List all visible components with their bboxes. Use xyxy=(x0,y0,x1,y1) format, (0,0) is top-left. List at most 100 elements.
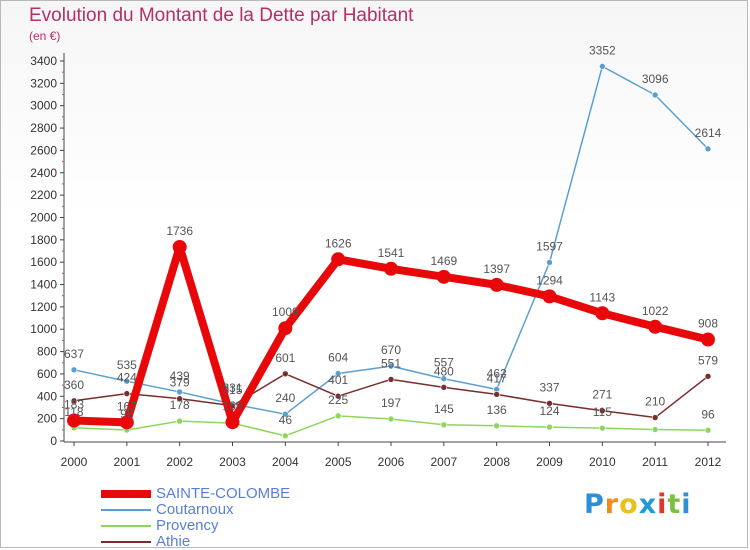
x-tick-label-2009: 2009 xyxy=(536,455,563,469)
y-tick-label-400: 400 xyxy=(37,389,57,403)
x-tick-label-2006: 2006 xyxy=(378,455,405,469)
data-label-athie-2002: 379 xyxy=(170,376,190,390)
data-label-sainte-colombe-2011: 1022 xyxy=(642,304,669,318)
data-label-athie-2012: 579 xyxy=(698,353,718,367)
series-point-coutarnoux-2001 xyxy=(123,377,131,385)
data-label-athie-2005: 401 xyxy=(328,373,348,387)
legend-swatch-sainte-colombe xyxy=(101,490,151,498)
series-point-sainte-colombe-2012 xyxy=(701,332,715,347)
series-point-sainte-colombe-2000 xyxy=(67,413,81,428)
data-label-sainte-colombe-2010: 1143 xyxy=(589,290,615,304)
series-point-coutarnoux-2007 xyxy=(440,375,448,383)
series-point-coutarnoux-2012 xyxy=(704,145,712,153)
series-point-athie-2005 xyxy=(334,392,342,400)
y-tick-label-200: 200 xyxy=(37,412,57,426)
series-point-sainte-colombe-2010 xyxy=(595,306,610,321)
y-tick-label-1200: 1200 xyxy=(30,300,57,314)
x-tick-label-2004: 2004 xyxy=(272,455,299,469)
legend-label-coutarnoux: Coutarnoux xyxy=(156,501,234,518)
series-point-provency-2002 xyxy=(176,417,183,425)
y-tick-label-0: 0 xyxy=(50,434,57,448)
series-point-athie-2002 xyxy=(176,395,183,402)
x-tick-label-2001: 2001 xyxy=(113,455,140,469)
data-label-provency-2007: 145 xyxy=(434,402,454,416)
series-point-sainte-colombe-2011 xyxy=(648,319,663,334)
data-label-provency-2009: 124 xyxy=(539,404,559,418)
series-point-sainte-colombe-2007 xyxy=(436,269,451,284)
data-label-provency-2001: 98 xyxy=(120,407,134,421)
legend-swatch-provency xyxy=(101,525,151,527)
series-point-coutarnoux-2009 xyxy=(546,259,553,266)
data-label-sainte-colombe-2012: 908 xyxy=(698,317,718,331)
data-label-coutarnoux-2012: 2614 xyxy=(695,126,722,140)
y-tick-label-600: 600 xyxy=(37,367,57,381)
data-label-coutarnoux-2003: 331 xyxy=(222,381,242,395)
series-point-provency-2009 xyxy=(546,423,553,431)
series-point-coutarnoux-2000 xyxy=(70,366,78,374)
data-label-provency-2002: 178 xyxy=(170,398,190,412)
series-point-provency-2011 xyxy=(651,426,659,433)
x-tick-label-2003: 2003 xyxy=(219,455,246,469)
legend-label-athie: Athie xyxy=(156,533,191,550)
legend-item-provency: Provency xyxy=(101,517,361,534)
x-tick-label-2012: 2012 xyxy=(695,455,722,469)
data-label-provency-2005: 225 xyxy=(328,393,348,407)
logo-letter: i xyxy=(657,489,668,520)
data-label-sainte-colombe-2007: 1469 xyxy=(430,254,457,268)
x-tick-label-2007: 2007 xyxy=(430,455,457,469)
legend-item-athie: Athie xyxy=(101,533,361,550)
data-label-coutarnoux-2002: 439 xyxy=(170,369,190,383)
data-label-sainte-colombe-2008: 1397 xyxy=(483,262,510,276)
series-point-athie-2010 xyxy=(599,407,606,415)
data-label-coutarnoux-2006: 670 xyxy=(381,343,401,357)
series-point-sainte-colombe-2006 xyxy=(384,261,398,276)
y-tick-label-3400: 3400 xyxy=(30,54,57,68)
data-label-coutarnoux-2001: 535 xyxy=(117,358,137,372)
data-label-sainte-colombe-2005: 1626 xyxy=(325,236,352,250)
data-label-coutarnoux-2004: 240 xyxy=(275,391,295,405)
data-label-coutarnoux-2007: 557 xyxy=(434,356,454,370)
data-label-sainte-colombe-2001: 167 xyxy=(117,399,137,413)
data-label-athie-2003: 315 xyxy=(222,383,242,397)
x-tick-label-2005: 2005 xyxy=(325,455,352,469)
series-point-provency-2005 xyxy=(334,412,342,420)
y-tick-label-1800: 1800 xyxy=(30,233,57,247)
data-label-coutarnoux-2005: 604 xyxy=(328,350,348,364)
data-label-coutarnoux-2008: 462 xyxy=(487,366,507,380)
y-tick-label-1000: 1000 xyxy=(30,322,57,336)
x-tick-label-2000: 2000 xyxy=(61,455,88,469)
x-tick-label-2010: 2010 xyxy=(589,455,616,469)
data-label-sainte-colombe-2003: 168 xyxy=(222,399,242,413)
y-tick-label-2200: 2200 xyxy=(30,188,57,202)
series-point-coutarnoux-2011 xyxy=(651,91,659,99)
logo-letter: r xyxy=(604,489,620,520)
data-label-sainte-colombe-2000: 183 xyxy=(64,398,84,412)
series-point-provency-2007 xyxy=(440,421,448,429)
y-tick-label-800: 800 xyxy=(37,345,57,359)
data-label-sainte-colombe-2006: 1541 xyxy=(378,246,405,260)
data-label-coutarnoux-2011: 3096 xyxy=(642,72,669,86)
series-point-coutarnoux-2004 xyxy=(282,410,289,418)
data-label-athie-2001: 424 xyxy=(117,371,137,385)
series-point-sainte-colombe-2002 xyxy=(172,239,187,254)
series-point-coutarnoux-2010 xyxy=(599,63,606,70)
series-point-athie-2012 xyxy=(704,372,712,380)
data-label-athie-2000: 360 xyxy=(64,378,84,392)
y-tick-label-2600: 2600 xyxy=(30,143,57,157)
series-point-provency-2012 xyxy=(704,426,712,434)
series-point-sainte-colombe-2004 xyxy=(278,321,293,336)
data-label-provency-2012: 96 xyxy=(701,407,715,421)
data-label-provency-2006: 197 xyxy=(381,396,401,410)
data-label-provency-2000: 118 xyxy=(64,405,83,419)
chart-subtitle: (en €) xyxy=(29,29,61,43)
data-label-provency-2008: 136 xyxy=(487,403,507,417)
x-tick-label-2008: 2008 xyxy=(483,455,510,469)
logo-letter: o xyxy=(619,489,639,520)
series-point-sainte-colombe-2005 xyxy=(331,252,346,267)
legend: SAINTE-COLOMBE Coutarnoux Provency Athie xyxy=(101,485,361,550)
data-label-coutarnoux-2010: 3352 xyxy=(589,43,616,57)
series-point-sainte-colombe-2008 xyxy=(489,277,504,292)
x-tick-label-2002: 2002 xyxy=(166,455,193,469)
